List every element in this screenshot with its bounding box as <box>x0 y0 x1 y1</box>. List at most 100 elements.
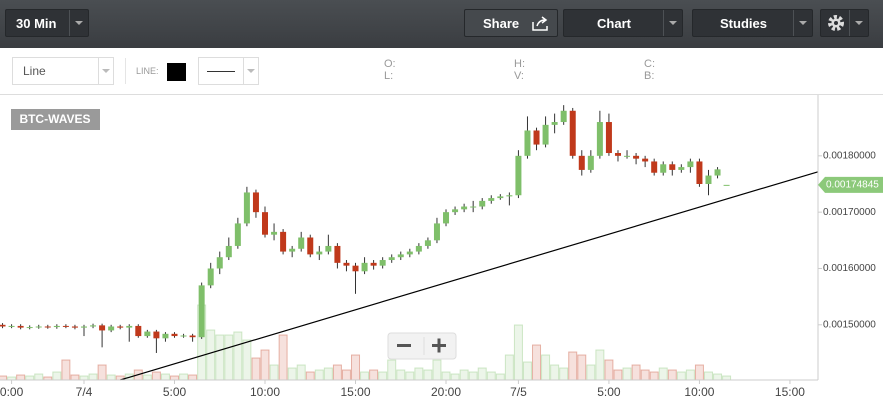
candle-body <box>80 326 87 328</box>
x-tick-label: 5:00 <box>597 385 621 399</box>
volume-bar <box>323 367 333 381</box>
candle-body <box>705 175 712 184</box>
x-tick-label: 15:00 <box>775 385 805 399</box>
volume-bar <box>188 374 198 381</box>
candle-body <box>153 331 160 339</box>
volume-bar <box>703 371 713 381</box>
volume-bar <box>0 375 8 381</box>
ohlc-label: B: <box>644 70 655 82</box>
candle-body <box>53 325 60 328</box>
volume-bar <box>595 349 605 381</box>
zoom-controls <box>387 332 457 360</box>
candle-body <box>533 130 540 145</box>
volume-bar <box>649 371 659 381</box>
volume-bar <box>604 359 614 381</box>
chart-button[interactable]: Chart <box>563 9 683 37</box>
candle-body <box>452 209 459 213</box>
share-button[interactable]: Share <box>464 9 558 37</box>
candle-body <box>243 192 250 224</box>
volume-bar <box>676 371 686 381</box>
chart-settings-bar: Line LINE: O: L: H: V: C: B: <box>0 48 883 95</box>
candle-body <box>714 169 721 176</box>
settings-button[interactable] <box>820 9 869 37</box>
trend-line <box>120 171 819 381</box>
studies-button[interactable]: Studies <box>692 9 813 37</box>
y-tick-label: 0.00150000 <box>823 319 876 330</box>
volume-bar <box>88 373 98 381</box>
candle-body <box>406 251 413 255</box>
volume-bar <box>414 367 424 381</box>
candle-body <box>117 326 124 328</box>
volume-bar <box>305 371 315 381</box>
chart: BTC-WAVES 0.00150000 0.00160000 0.00170000… <box>0 95 883 399</box>
symbol-label: BTC-WAVES <box>19 112 90 126</box>
candle-body <box>560 110 567 123</box>
share-text: Share <box>483 16 520 31</box>
volume-bar <box>25 375 35 381</box>
volume-bar <box>586 364 596 381</box>
volume-bar <box>387 359 397 381</box>
candle-body <box>605 122 612 154</box>
candle-body <box>542 124 549 145</box>
volume-bar <box>550 364 560 381</box>
x-tick-label: 10:00 <box>684 385 714 399</box>
candle-body <box>144 331 151 337</box>
candle-body <box>687 161 694 168</box>
zoom-in-button[interactable] <box>432 338 446 353</box>
line-style-select[interactable] <box>198 57 259 85</box>
candle-body <box>614 153 621 156</box>
dropdown[interactable] <box>98 58 113 84</box>
gear-icon <box>828 15 844 31</box>
candle-body <box>651 161 658 173</box>
volume-bar <box>432 359 442 381</box>
volume-bar <box>287 367 297 381</box>
volume-bar <box>640 369 650 381</box>
interval-text: 30 Min <box>16 16 57 31</box>
candle-body <box>316 251 323 255</box>
volume-bar <box>160 373 170 381</box>
volume-bar <box>577 354 587 381</box>
candle-body <box>388 257 395 261</box>
chart-type-select[interactable]: Line <box>12 57 114 85</box>
candle-body <box>624 155 631 157</box>
dropdown[interactable] <box>849 10 868 36</box>
volume-bar <box>532 344 542 381</box>
candle-body <box>180 335 187 337</box>
volume-bar <box>694 364 704 381</box>
volume-bar <box>459 369 469 381</box>
volume-bar <box>541 354 551 381</box>
share-icon <box>532 16 548 31</box>
x-tick-label: 7/4 <box>76 385 93 399</box>
x-tick-label: 20:00 <box>431 385 461 399</box>
candle-body <box>207 268 214 286</box>
volume-bar <box>179 373 189 381</box>
ohlc-label: L: <box>384 70 394 82</box>
interval-button[interactable]: 30 Min <box>5 9 89 37</box>
candle-body <box>569 110 576 156</box>
dropdown[interactable] <box>793 10 812 36</box>
candle-body <box>8 325 15 327</box>
volume-bar <box>568 351 578 381</box>
dropdown[interactable] <box>663 10 682 36</box>
line-color-swatch[interactable] <box>167 63 186 81</box>
candle-body <box>162 333 169 339</box>
dropdown[interactable] <box>243 58 258 84</box>
candle-body <box>551 122 558 125</box>
candle-body <box>108 326 115 331</box>
dropdown[interactable] <box>69 10 88 36</box>
volume-bar <box>423 369 433 381</box>
price-layer <box>0 105 819 381</box>
candle-body <box>596 122 603 156</box>
y-tick-label: 0.00180000 <box>823 150 876 161</box>
candle-body <box>307 237 314 255</box>
volume-bar <box>513 324 523 381</box>
candle-body <box>424 240 431 246</box>
candle-body <box>506 195 513 197</box>
candle-body <box>669 164 676 170</box>
x-tick-label: 10:00 <box>250 385 280 399</box>
candle-body <box>126 325 133 328</box>
candle-body <box>578 155 585 170</box>
zoom-out-button[interactable] <box>397 344 411 347</box>
candle-body <box>234 223 241 246</box>
